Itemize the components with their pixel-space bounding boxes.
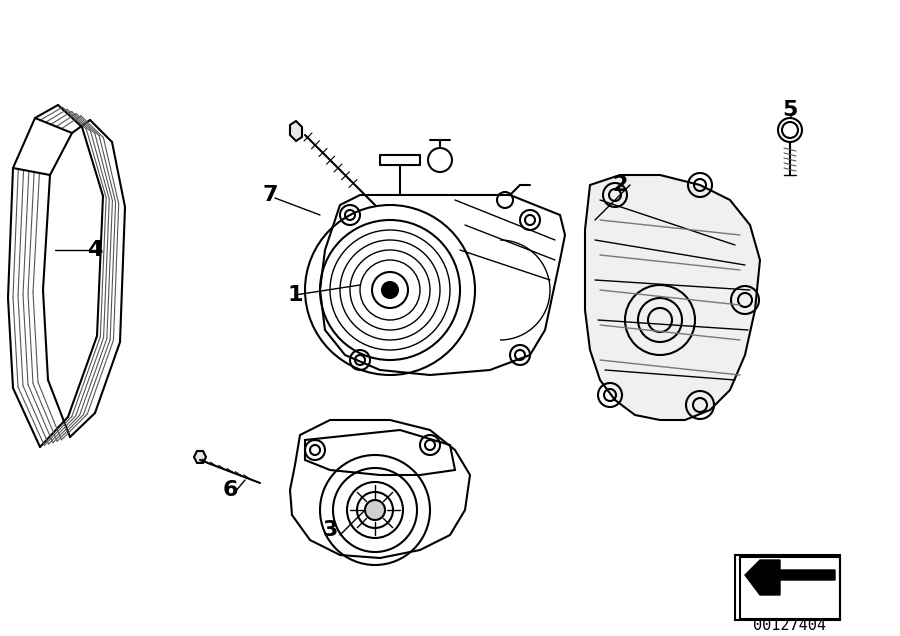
Text: 1: 1 [287,285,302,305]
Text: 00127404: 00127404 [753,618,826,632]
Text: 4: 4 [87,240,103,260]
Text: 3: 3 [322,520,338,540]
Polygon shape [290,121,302,141]
Circle shape [382,282,398,298]
Polygon shape [745,560,835,595]
Polygon shape [585,175,760,420]
Text: 6: 6 [222,480,238,500]
Text: 2: 2 [612,175,627,195]
Text: 7: 7 [262,185,278,205]
Circle shape [365,500,385,520]
Text: 5: 5 [782,100,797,120]
Polygon shape [194,451,206,463]
